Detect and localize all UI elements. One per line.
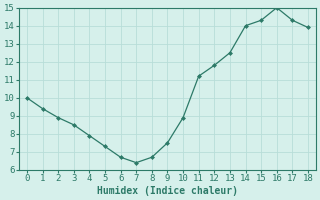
X-axis label: Humidex (Indice chaleur): Humidex (Indice chaleur) (97, 186, 238, 196)
